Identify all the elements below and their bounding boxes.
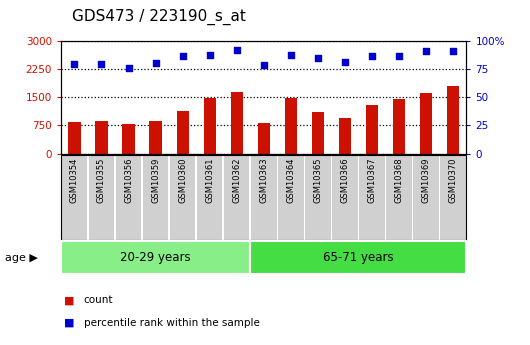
Text: 65-71 years: 65-71 years (323, 252, 394, 264)
Text: GSM10360: GSM10360 (178, 158, 187, 203)
Bar (170, 155, 196, 240)
Bar (68, 122, 81, 154)
Bar (420, 93, 432, 154)
Point (367, 53, 376, 59)
Bar (250, 241, 466, 274)
Text: count: count (84, 295, 113, 305)
Bar (413, 155, 439, 240)
Text: 20-29 years: 20-29 years (120, 252, 191, 264)
Bar (95, 121, 108, 154)
Bar (339, 118, 351, 154)
Text: GSM10364: GSM10364 (286, 158, 295, 203)
Point (70, 61, 79, 67)
Bar (197, 155, 223, 240)
Bar (89, 155, 114, 240)
Bar (231, 92, 243, 154)
Text: percentile rank within the sample: percentile rank within the sample (84, 318, 260, 327)
Point (422, 49, 430, 54)
Bar (116, 155, 142, 240)
Point (205, 52, 214, 58)
Bar (332, 155, 358, 240)
Point (340, 59, 349, 64)
Text: GSM10367: GSM10367 (367, 158, 376, 204)
Bar (122, 124, 135, 154)
Bar (440, 155, 466, 240)
Text: GSM10354: GSM10354 (70, 158, 79, 203)
Bar (258, 123, 270, 154)
Text: GSM10356: GSM10356 (124, 158, 133, 203)
Point (152, 60, 160, 66)
Bar (359, 155, 385, 240)
Bar (447, 86, 459, 154)
Bar (61, 241, 250, 274)
Bar (278, 155, 304, 240)
Text: GSM10369: GSM10369 (421, 158, 430, 203)
Text: GSM10363: GSM10363 (259, 158, 268, 204)
Text: GSM10362: GSM10362 (232, 158, 241, 203)
Bar (176, 110, 189, 154)
Text: ■: ■ (64, 318, 74, 327)
Bar (386, 155, 412, 240)
Text: GSM10365: GSM10365 (313, 158, 322, 203)
Text: GSM10359: GSM10359 (151, 158, 160, 203)
Point (124, 66, 132, 71)
Point (232, 48, 241, 53)
Bar (204, 98, 216, 154)
Bar (393, 99, 405, 154)
Point (314, 56, 322, 61)
Bar (312, 112, 324, 154)
Text: GSM10370: GSM10370 (448, 158, 457, 203)
Text: GSM10361: GSM10361 (205, 158, 214, 203)
Text: GDS473 / 223190_s_at: GDS473 / 223190_s_at (72, 9, 245, 25)
Text: GSM10355: GSM10355 (97, 158, 106, 203)
Text: GSM10368: GSM10368 (394, 158, 403, 204)
Point (286, 52, 295, 58)
Point (98, 61, 106, 67)
Text: GSM10366: GSM10366 (340, 158, 349, 204)
Text: age ▶: age ▶ (5, 253, 38, 263)
Point (448, 49, 457, 54)
Text: ■: ■ (64, 295, 74, 305)
Bar (285, 98, 297, 154)
Point (259, 62, 268, 68)
Bar (305, 155, 331, 240)
Bar (149, 121, 162, 154)
Bar (143, 155, 169, 240)
Point (178, 53, 187, 59)
Bar (224, 155, 250, 240)
Bar (61, 155, 87, 240)
Bar (366, 105, 378, 154)
Point (394, 53, 403, 59)
Bar (251, 155, 277, 240)
